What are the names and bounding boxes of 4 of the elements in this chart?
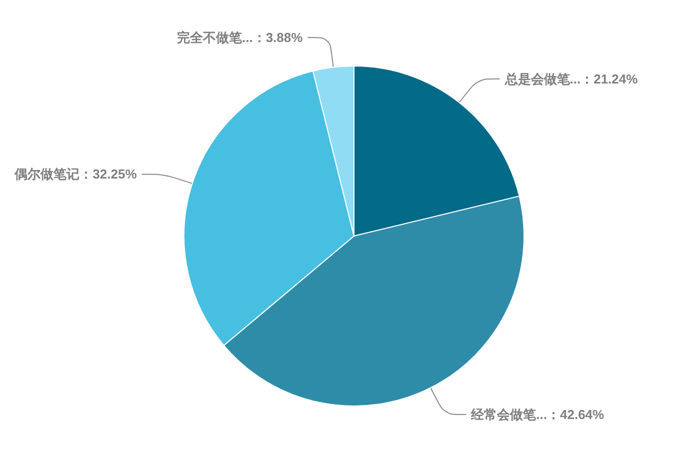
slice-label: 总是会做笔...：21.24% [504, 71, 638, 86]
slice-label: 偶尔做笔记：32.25% [14, 166, 138, 182]
slice-label: 完全不做笔...：3.88% [176, 30, 304, 45]
slice-label: 经常会做笔...：42.64% [470, 407, 605, 422]
